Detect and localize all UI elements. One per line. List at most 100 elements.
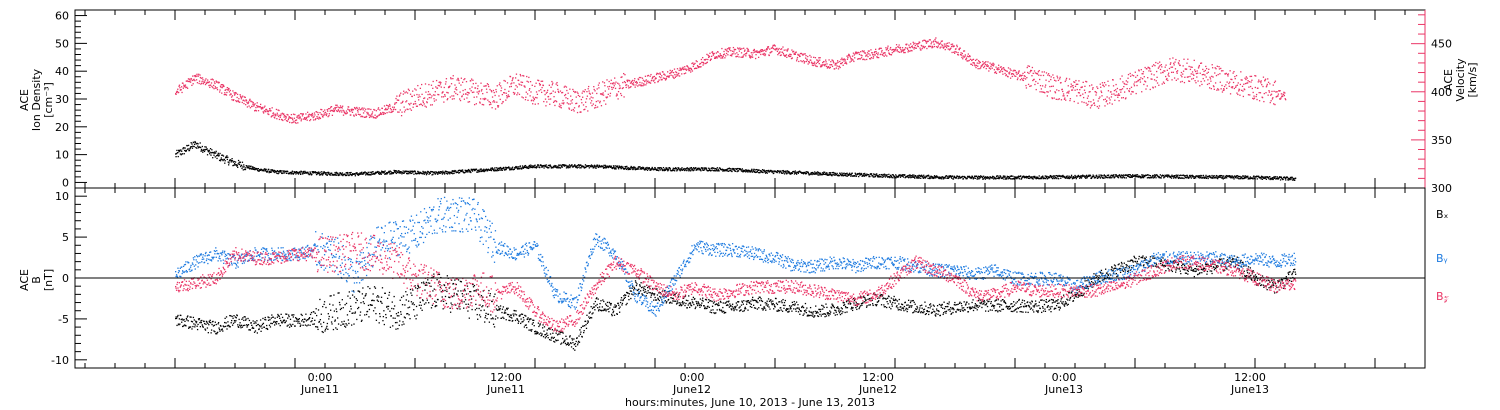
data-point bbox=[467, 170, 469, 172]
data-point bbox=[590, 102, 592, 104]
data-point bbox=[1143, 76, 1145, 78]
data-point bbox=[1019, 74, 1021, 76]
data-point bbox=[395, 97, 397, 100]
data-point bbox=[1150, 78, 1152, 80]
data-point bbox=[1098, 105, 1101, 107]
data-point bbox=[791, 172, 793, 175]
data-point bbox=[997, 69, 999, 71]
data-point bbox=[1235, 176, 1237, 178]
data-point bbox=[854, 174, 856, 177]
data-point bbox=[676, 68, 679, 70]
data-point bbox=[325, 114, 328, 117]
data-point bbox=[734, 53, 736, 55]
data-point bbox=[259, 169, 262, 171]
data-point bbox=[530, 164, 532, 166]
data-point bbox=[983, 65, 986, 67]
data-point bbox=[912, 176, 915, 178]
data-point bbox=[770, 51, 772, 53]
data-point bbox=[241, 161, 244, 163]
data-point bbox=[1014, 176, 1016, 178]
data-point bbox=[961, 56, 963, 59]
data-point bbox=[394, 171, 397, 173]
data-point bbox=[566, 89, 568, 92]
data-point bbox=[429, 104, 432, 106]
data-point bbox=[875, 174, 877, 176]
data-point bbox=[356, 107, 358, 110]
data-point bbox=[1139, 176, 1141, 178]
data-point bbox=[885, 174, 887, 176]
data-point bbox=[643, 168, 645, 170]
data-point bbox=[536, 93, 539, 96]
data-point bbox=[982, 60, 984, 63]
data-point bbox=[725, 169, 727, 171]
data-point bbox=[745, 170, 748, 172]
data-point bbox=[669, 167, 671, 170]
data-point bbox=[1285, 177, 1287, 179]
data-point bbox=[667, 169, 670, 171]
data-point bbox=[1056, 175, 1058, 177]
data-point bbox=[205, 78, 207, 80]
data-point bbox=[1017, 77, 1019, 79]
data-point bbox=[923, 174, 925, 176]
data-point bbox=[1007, 176, 1009, 178]
data-point bbox=[365, 174, 367, 176]
data-point bbox=[279, 116, 281, 118]
data-point bbox=[401, 173, 403, 175]
data-point bbox=[958, 175, 961, 177]
data-point bbox=[248, 105, 250, 107]
data-point bbox=[560, 164, 562, 166]
data-point bbox=[1086, 104, 1088, 106]
data-point bbox=[1198, 174, 1200, 177]
data-point bbox=[251, 105, 253, 107]
data-point bbox=[410, 172, 412, 175]
data-point bbox=[836, 65, 838, 67]
data-point bbox=[1000, 176, 1002, 178]
data-point bbox=[727, 170, 729, 172]
data-point bbox=[1144, 66, 1146, 69]
data-point bbox=[778, 172, 781, 174]
data-point bbox=[1163, 177, 1165, 179]
data-point bbox=[312, 116, 314, 119]
data-point bbox=[532, 165, 534, 167]
data-point bbox=[1176, 176, 1178, 178]
data-point bbox=[209, 151, 211, 153]
data-point bbox=[968, 56, 970, 58]
data-point bbox=[268, 113, 270, 116]
data-point bbox=[1224, 177, 1226, 179]
data-point bbox=[387, 107, 389, 109]
data-point bbox=[740, 48, 742, 51]
data-point bbox=[473, 96, 475, 98]
data-point bbox=[1100, 86, 1102, 88]
data-point bbox=[1231, 175, 1233, 177]
data-point bbox=[968, 175, 971, 178]
data-point bbox=[910, 43, 912, 45]
data-point bbox=[1115, 83, 1117, 86]
data-point bbox=[446, 91, 448, 94]
data-point bbox=[884, 176, 887, 178]
data-point bbox=[543, 167, 545, 169]
data-point bbox=[666, 75, 668, 77]
data-point bbox=[524, 86, 526, 88]
data-point bbox=[581, 102, 583, 104]
data-point bbox=[180, 86, 183, 88]
data-point bbox=[1290, 177, 1292, 179]
data-point bbox=[300, 170, 302, 172]
data-point bbox=[874, 174, 876, 176]
data-point bbox=[977, 60, 980, 62]
data-point bbox=[230, 93, 232, 95]
data-point bbox=[821, 64, 823, 66]
data-point bbox=[1112, 79, 1114, 81]
data-point bbox=[504, 168, 506, 170]
data-point bbox=[386, 112, 388, 114]
data-point bbox=[1132, 174, 1134, 176]
data-point bbox=[911, 50, 913, 52]
data-point bbox=[1108, 97, 1110, 99]
data-point bbox=[1140, 69, 1142, 71]
data-point bbox=[276, 118, 278, 120]
data-point bbox=[1110, 96, 1113, 98]
data-point bbox=[1222, 176, 1224, 178]
data-point bbox=[666, 169, 668, 171]
data-point bbox=[797, 172, 800, 174]
data-point bbox=[296, 115, 299, 117]
